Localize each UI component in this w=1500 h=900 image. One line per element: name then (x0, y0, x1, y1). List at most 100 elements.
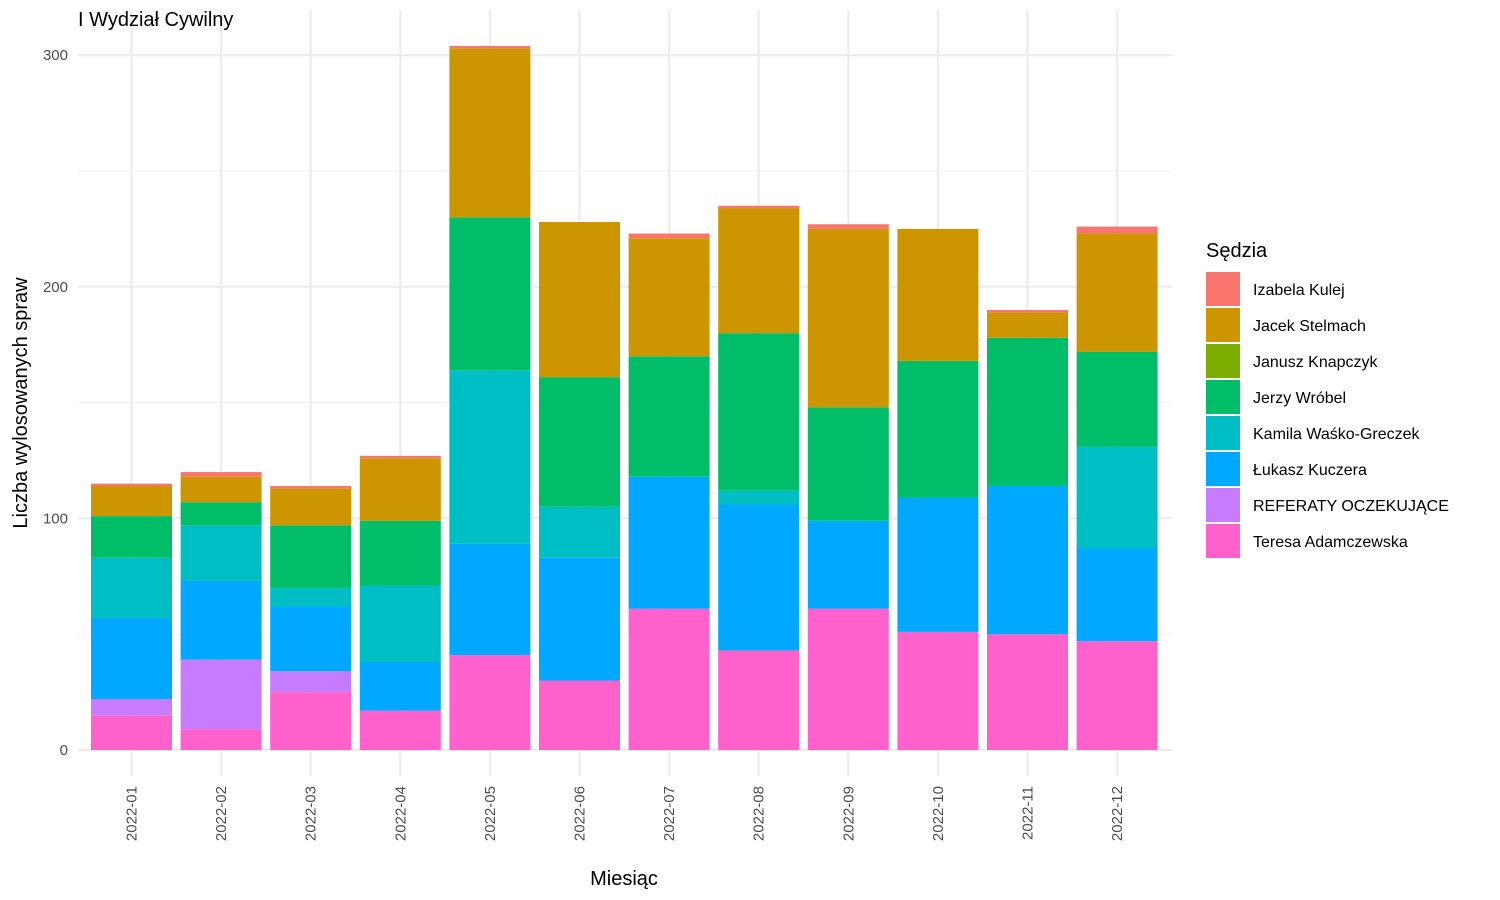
bar-segment (807, 224, 889, 229)
legend-label: Jacek Stelmach (1253, 318, 1366, 335)
y-axis-title: Liczba wylosowanych spraw (10, 277, 32, 529)
bar-segment (718, 490, 800, 505)
x-axis-ticks: 2022-01 2022-02 2022-03 2022-04 2022-05 2022-… (124, 786, 1127, 841)
x-tick-label: 2022-09 (840, 786, 857, 841)
bar-segment (91, 485, 172, 517)
bar-segment (1076, 351, 1158, 447)
y-axis-ticks: 0 100 200 300 (43, 47, 68, 759)
x-tick-label: 2022-10 (930, 786, 947, 841)
legend-item: Jerzy Wróbel (1206, 380, 1346, 414)
bar-segment (807, 228, 889, 408)
bar-segment (449, 543, 531, 656)
bar-segment (628, 608, 710, 750)
legend-label: Łukasz Kuczera (1253, 462, 1367, 479)
bar-segment (718, 205, 800, 209)
legend-title: Sędzia (1206, 240, 1268, 262)
legend-label: REFERATY OCZEKUJĄCE (1253, 498, 1449, 515)
bar-segment (987, 485, 1068, 635)
legend-label: Teresa Adamczewska (1253, 534, 1408, 551)
bar-segment (180, 525, 262, 581)
bars (91, 45, 1158, 750)
bar-segment (180, 476, 262, 503)
bar-segment (270, 525, 352, 588)
bar-segment (359, 455, 441, 459)
bar-segment (449, 45, 531, 49)
bar-segment (1076, 641, 1158, 750)
legend-item: Teresa Adamczewska (1206, 524, 1408, 558)
legend-swatch (1206, 452, 1240, 486)
legend-swatch (1206, 524, 1240, 558)
bar-segment (987, 634, 1068, 750)
bar-segment (718, 504, 800, 651)
bar-segment (449, 655, 531, 750)
bar-segment (897, 360, 979, 498)
legend-item: Jacek Stelmach (1206, 308, 1366, 342)
x-axis-title: Miesiąc (590, 868, 658, 890)
bar-segment (91, 699, 172, 716)
bar-segment (270, 485, 352, 489)
bar-segment (539, 377, 620, 507)
bar-segment (897, 631, 979, 750)
y-tick-label: 200 (43, 279, 68, 296)
bar-segment (449, 217, 531, 371)
bar-segment (91, 557, 172, 618)
legend-item: Kamila Waśko-Greczek (1206, 416, 1421, 450)
bar-segment (1076, 233, 1158, 352)
bar-segment (180, 472, 262, 477)
x-tick-label: 2022-04 (392, 786, 409, 841)
y-tick-label: 0 (60, 742, 68, 759)
bar-segment (897, 497, 979, 632)
bar-segment (1076, 226, 1158, 234)
bar-segment (270, 488, 352, 526)
legend-swatch (1206, 488, 1240, 522)
bar-segment (180, 502, 262, 526)
bar-segment (628, 238, 710, 357)
bar-segment (539, 680, 620, 750)
bar-segment (180, 729, 262, 750)
legend-swatch (1206, 272, 1240, 306)
bar-segment (359, 710, 441, 750)
bar-segment (987, 309, 1068, 313)
chart-title: I Wydział Cywilny (78, 9, 233, 31)
legend-swatch (1206, 380, 1240, 414)
bar-segment (180, 580, 262, 660)
bar-segment (359, 661, 441, 711)
bar-segment (91, 715, 172, 750)
x-tick-label: 2022-11 (1020, 786, 1037, 840)
bar-segment (807, 608, 889, 750)
legend-item: Izabela Kulej (1206, 272, 1345, 306)
legend-item: Łukasz Kuczera (1206, 452, 1367, 486)
legend-label: Izabela Kulej (1253, 282, 1345, 299)
legend-label: Jerzy Wróbel (1253, 390, 1346, 407)
legend: Izabela Kulej Jacek Stelmach Janusz Knapcz… (1206, 272, 1449, 558)
bar-segment (628, 233, 710, 239)
bar-segment (987, 337, 1068, 486)
bar-segment (539, 221, 620, 378)
bar-segment (718, 650, 800, 750)
bar-segment (807, 520, 889, 609)
bar-segment (539, 557, 620, 681)
x-tick-label: 2022-06 (572, 786, 589, 841)
bar-segment (539, 506, 620, 558)
legend-swatch (1206, 308, 1240, 342)
bar-segment (91, 617, 172, 700)
bar-segment (1076, 446, 1158, 549)
bar-segment (270, 692, 352, 750)
x-tick-label: 2022-07 (661, 786, 678, 841)
bar-segment (449, 48, 531, 218)
bar-segment (270, 587, 352, 607)
x-tick-label: 2022-03 (303, 786, 320, 841)
x-tick-label: 2022-01 (124, 786, 141, 841)
x-tick-label: 2022-08 (751, 786, 768, 841)
legend-label: Kamila Waśko-Greczek (1253, 426, 1421, 443)
bar-segment (718, 208, 800, 334)
bar-segment (359, 458, 441, 521)
bar-segment (91, 483, 172, 486)
x-tick-label: 2022-02 (213, 786, 230, 841)
bar-segment (270, 606, 352, 672)
legend-item: REFERATY OCZEKUJĄCE (1206, 488, 1449, 522)
y-tick-label: 300 (43, 47, 68, 64)
bar-segment (807, 407, 889, 521)
x-tick-label: 2022-05 (482, 786, 499, 841)
